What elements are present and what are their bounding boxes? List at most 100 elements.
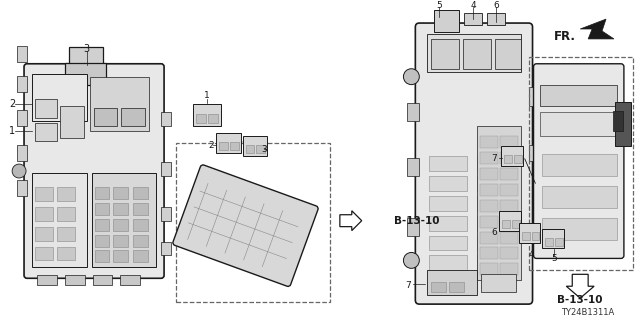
Bar — [529, 87, 541, 107]
Bar — [480, 247, 498, 260]
Bar — [477, 255, 515, 270]
Text: 1: 1 — [204, 91, 210, 100]
Bar — [529, 57, 633, 270]
Bar — [480, 216, 498, 228]
Bar — [477, 236, 515, 251]
Bar — [522, 232, 529, 240]
Text: FR.: FR. — [554, 30, 576, 44]
Bar — [35, 207, 53, 221]
Point — [192, 197, 200, 201]
Bar — [429, 196, 467, 211]
Bar — [500, 200, 518, 212]
Bar — [500, 136, 518, 148]
Bar — [133, 203, 148, 215]
Point — [192, 257, 200, 260]
Bar — [216, 133, 241, 153]
Bar — [541, 112, 617, 136]
Point — [252, 257, 259, 260]
Bar — [133, 235, 148, 246]
Bar — [480, 152, 498, 164]
Bar — [514, 155, 522, 163]
Bar — [95, 203, 109, 215]
Bar — [113, 219, 129, 231]
Bar — [57, 246, 75, 260]
Bar — [477, 176, 515, 191]
Text: 1: 1 — [9, 126, 15, 136]
Bar — [161, 242, 171, 255]
Bar — [408, 158, 419, 176]
Bar — [480, 168, 498, 180]
Bar — [133, 251, 148, 262]
Bar — [57, 227, 75, 241]
Bar — [543, 186, 617, 208]
Text: 2: 2 — [208, 141, 214, 150]
Bar — [35, 99, 57, 118]
Bar — [35, 246, 53, 260]
Bar — [500, 216, 518, 228]
Bar — [543, 228, 564, 249]
Bar — [477, 126, 520, 280]
Bar — [477, 156, 515, 171]
Bar — [500, 232, 518, 244]
Line: 2 pts: 2 pts — [188, 183, 208, 239]
Point — [291, 207, 299, 211]
Bar — [500, 168, 518, 180]
Bar — [57, 207, 75, 221]
Text: 5: 5 — [436, 1, 442, 10]
Text: 7: 7 — [406, 281, 412, 290]
Point — [187, 224, 195, 228]
Bar — [133, 219, 148, 231]
Bar — [95, 235, 109, 246]
Bar — [556, 237, 563, 245]
FancyBboxPatch shape — [415, 23, 532, 304]
Bar — [429, 255, 467, 270]
Bar — [487, 13, 505, 25]
Bar — [17, 110, 27, 126]
Bar — [504, 155, 511, 163]
Text: 6: 6 — [491, 228, 497, 237]
Line: 2 pts: 2 pts — [244, 204, 264, 260]
Bar — [161, 112, 171, 126]
Bar — [161, 162, 171, 176]
Bar — [120, 275, 140, 285]
Circle shape — [403, 252, 419, 268]
Bar — [17, 46, 27, 62]
Point — [232, 197, 239, 201]
Bar — [431, 39, 459, 69]
Bar — [480, 263, 498, 275]
Bar — [92, 173, 156, 268]
Bar — [230, 142, 239, 150]
Bar — [133, 187, 148, 199]
Bar — [502, 220, 509, 228]
Bar — [500, 152, 518, 164]
Bar — [95, 219, 109, 231]
Bar — [500, 263, 518, 275]
Bar — [431, 282, 446, 292]
Bar — [176, 143, 330, 302]
Bar — [243, 136, 268, 156]
Line: 2 pts: 2 pts — [194, 207, 292, 243]
Bar — [408, 103, 419, 121]
Point — [187, 241, 195, 244]
Bar — [17, 145, 27, 161]
Bar — [113, 251, 129, 262]
Line: 2 pts: 2 pts — [188, 223, 287, 259]
Bar — [429, 176, 467, 191]
Bar — [90, 77, 149, 131]
Line: 2 pts: 2 pts — [206, 190, 227, 246]
Bar — [511, 220, 520, 228]
Bar — [32, 173, 86, 268]
Text: 2: 2 — [9, 100, 15, 109]
Bar — [35, 123, 57, 141]
Bar — [543, 218, 617, 240]
Bar — [500, 247, 518, 260]
FancyBboxPatch shape — [24, 64, 164, 278]
Bar — [93, 275, 113, 285]
Polygon shape — [580, 19, 614, 39]
Text: 7: 7 — [491, 154, 497, 163]
Bar — [543, 154, 617, 176]
FancyBboxPatch shape — [173, 165, 318, 286]
Bar — [122, 108, 145, 126]
Polygon shape — [566, 274, 594, 298]
Bar — [193, 105, 221, 126]
